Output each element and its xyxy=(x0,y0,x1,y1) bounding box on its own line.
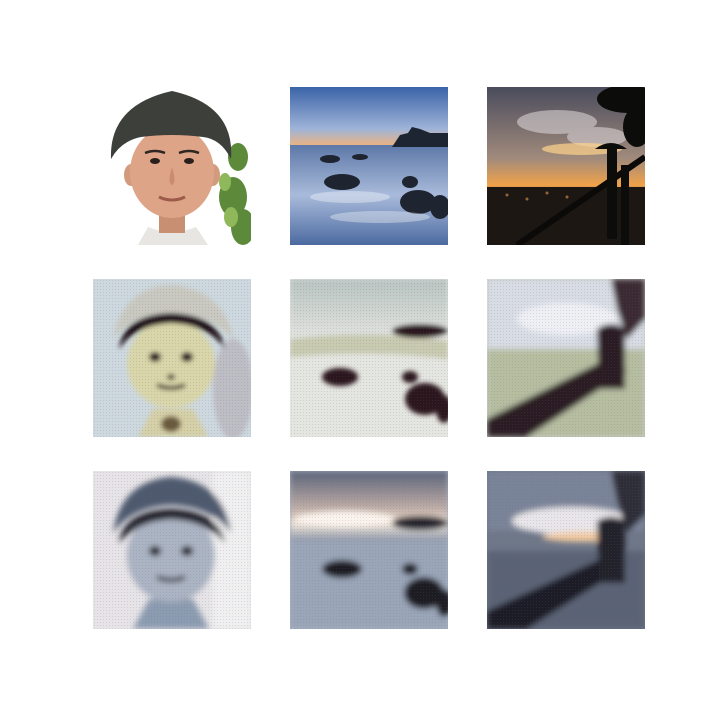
seascape-generated-b xyxy=(290,471,448,629)
cityscape-generated-a xyxy=(487,279,645,437)
seascape-generated-a xyxy=(290,279,448,437)
seascape-rocks-photo xyxy=(290,87,448,245)
portrait-generated-b xyxy=(93,471,251,629)
portrait-generated-a xyxy=(93,279,251,437)
cityscape-generated-b xyxy=(487,471,645,629)
portrait-photo xyxy=(93,87,251,245)
sunset-cityscape-photo xyxy=(487,87,645,245)
